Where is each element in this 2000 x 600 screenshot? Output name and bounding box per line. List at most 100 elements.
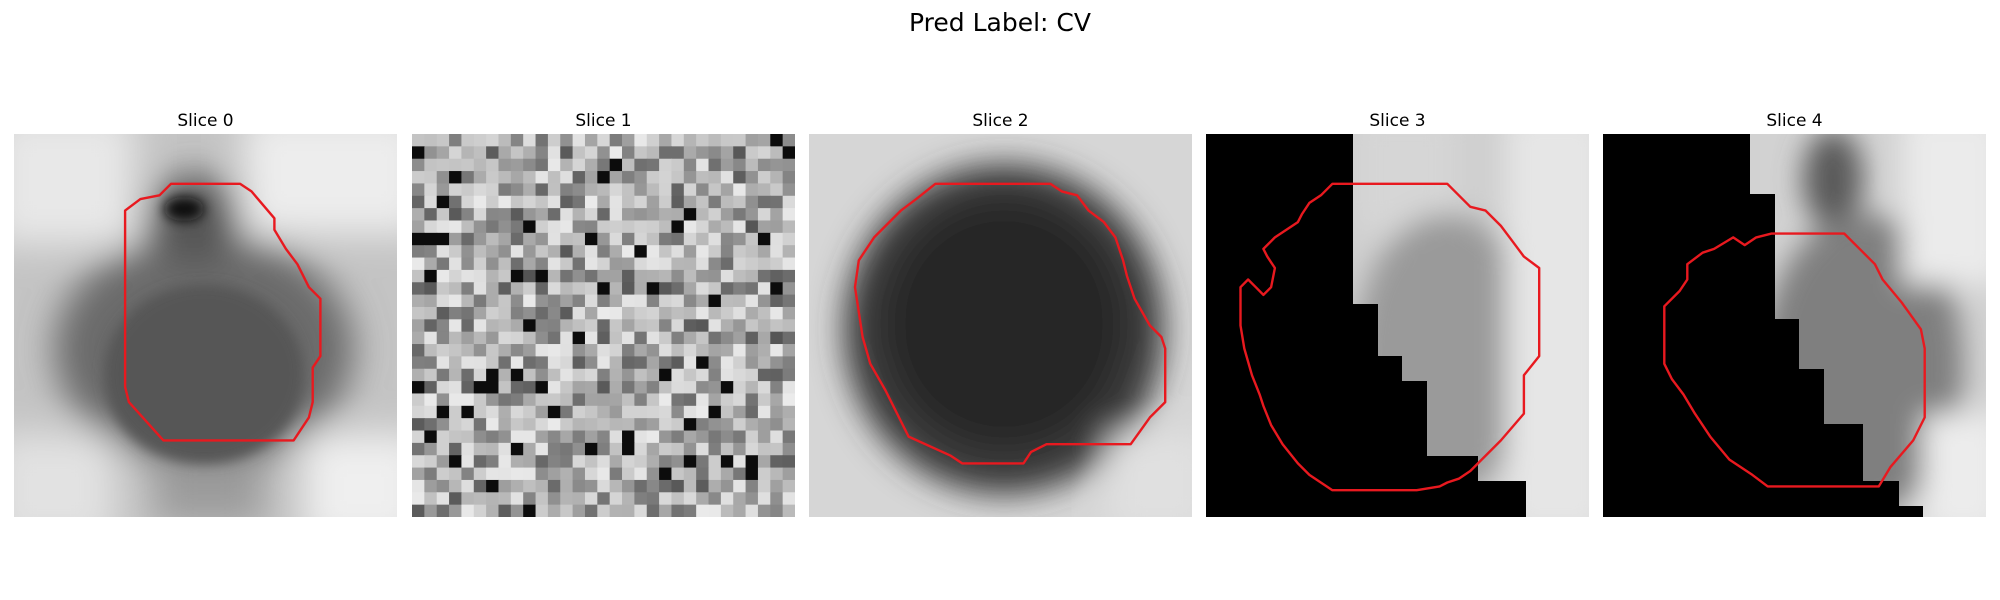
slice-1-image bbox=[412, 134, 795, 517]
noise-pixel bbox=[721, 381, 734, 394]
noise-pixel bbox=[560, 369, 573, 382]
noise-pixel bbox=[523, 208, 536, 221]
noise-pixel bbox=[622, 183, 635, 196]
noise-pixel bbox=[437, 270, 450, 283]
noise-pixel bbox=[696, 245, 709, 258]
noise-pixel bbox=[783, 134, 795, 147]
noise-pixel bbox=[783, 146, 795, 159]
noise-pixel bbox=[548, 134, 561, 147]
noise-pixel bbox=[511, 332, 524, 345]
noise-pixel bbox=[733, 443, 746, 456]
noise-pixel bbox=[486, 183, 499, 196]
noise-pixel bbox=[573, 492, 586, 505]
noise-pixel bbox=[474, 332, 487, 345]
noise-pixel bbox=[659, 480, 672, 493]
noise-pixel bbox=[424, 146, 437, 159]
noise-pixel bbox=[437, 381, 450, 394]
noise-pixel bbox=[622, 468, 635, 481]
noise-pixel bbox=[709, 319, 722, 332]
noise-pixel bbox=[671, 233, 684, 246]
noise-pixel bbox=[437, 505, 450, 517]
noise-pixel bbox=[597, 258, 610, 271]
noise-pixel bbox=[424, 258, 437, 271]
noise-pixel bbox=[783, 208, 795, 221]
noise-pixel bbox=[634, 418, 647, 431]
noise-pixel bbox=[412, 307, 425, 320]
noise-pixel bbox=[474, 146, 487, 159]
noise-pixel bbox=[758, 159, 771, 172]
noise-pixel bbox=[523, 295, 536, 308]
noise-pixel bbox=[585, 183, 598, 196]
noise-pixel bbox=[474, 196, 487, 209]
noise-pixel bbox=[461, 393, 474, 406]
noise-pixel bbox=[647, 480, 660, 493]
noise-pixel bbox=[770, 282, 783, 295]
noise-pixel bbox=[437, 196, 450, 209]
noise-pixel bbox=[412, 406, 425, 419]
noise-pixel bbox=[770, 171, 783, 184]
noise-pixel bbox=[449, 332, 462, 345]
noise-pixel bbox=[783, 393, 795, 406]
noise-pixel bbox=[684, 492, 697, 505]
noise-pixel bbox=[610, 282, 623, 295]
noise-pixel bbox=[709, 245, 722, 258]
noise-pixel bbox=[733, 369, 746, 382]
noise-pixel bbox=[585, 356, 598, 369]
noise-pixel bbox=[511, 319, 524, 332]
noise-pixel bbox=[783, 233, 795, 246]
noise-pixel bbox=[622, 233, 635, 246]
noise-pixel bbox=[474, 270, 487, 283]
noise-pixel bbox=[449, 418, 462, 431]
noise-pixel bbox=[486, 134, 499, 147]
noise-pixel bbox=[770, 220, 783, 233]
noise-pixel bbox=[585, 159, 598, 172]
noise-pixel bbox=[585, 220, 598, 233]
noise-pixel bbox=[461, 307, 474, 320]
noise-pixel bbox=[634, 332, 647, 345]
noise-pixel bbox=[585, 270, 598, 283]
noise-pixel bbox=[696, 393, 709, 406]
noise-pixel bbox=[585, 233, 598, 246]
noise-pixel bbox=[746, 431, 759, 444]
noise-pixel bbox=[721, 455, 734, 468]
noise-pixel bbox=[721, 295, 734, 308]
noise-pixel bbox=[449, 443, 462, 456]
noise-pixel bbox=[610, 480, 623, 493]
noise-pixel bbox=[461, 332, 474, 345]
noise-pixel bbox=[597, 245, 610, 258]
noise-pixel bbox=[449, 208, 462, 221]
noise-pixel bbox=[560, 196, 573, 209]
noise-pixel bbox=[474, 159, 487, 172]
noise-pixel bbox=[573, 443, 586, 456]
noise-pixel bbox=[498, 220, 511, 233]
noise-pixel bbox=[498, 356, 511, 369]
noise-pixel bbox=[486, 356, 499, 369]
noise-pixel bbox=[597, 146, 610, 159]
noise-pixel bbox=[659, 220, 672, 233]
noise-pixel bbox=[647, 233, 660, 246]
noise-pixel bbox=[696, 381, 709, 394]
noise-pixel bbox=[783, 159, 795, 172]
noise-pixel bbox=[573, 393, 586, 406]
noise-pixel bbox=[498, 196, 511, 209]
noise-pixel bbox=[684, 381, 697, 394]
noise-pixel bbox=[498, 505, 511, 517]
noise-pixel bbox=[511, 344, 524, 357]
noise-pixel bbox=[548, 480, 561, 493]
noise-pixel bbox=[634, 307, 647, 320]
noise-pixel bbox=[560, 208, 573, 221]
noise-pixel bbox=[424, 282, 437, 295]
noise-pixel bbox=[758, 183, 771, 196]
noise-pixel bbox=[536, 159, 549, 172]
noise-pixel bbox=[659, 443, 672, 456]
noise-pixel bbox=[783, 258, 795, 271]
noise-pixel bbox=[622, 146, 635, 159]
noise-pixel bbox=[412, 468, 425, 481]
noise-pixel bbox=[622, 270, 635, 283]
noise-pixel bbox=[548, 356, 561, 369]
noise-pixel bbox=[647, 295, 660, 308]
noise-pixel bbox=[659, 307, 672, 320]
panel-slice-3: Slice 3 bbox=[1206, 108, 1589, 517]
noise-pixel bbox=[486, 381, 499, 394]
noise-pixel bbox=[474, 480, 487, 493]
